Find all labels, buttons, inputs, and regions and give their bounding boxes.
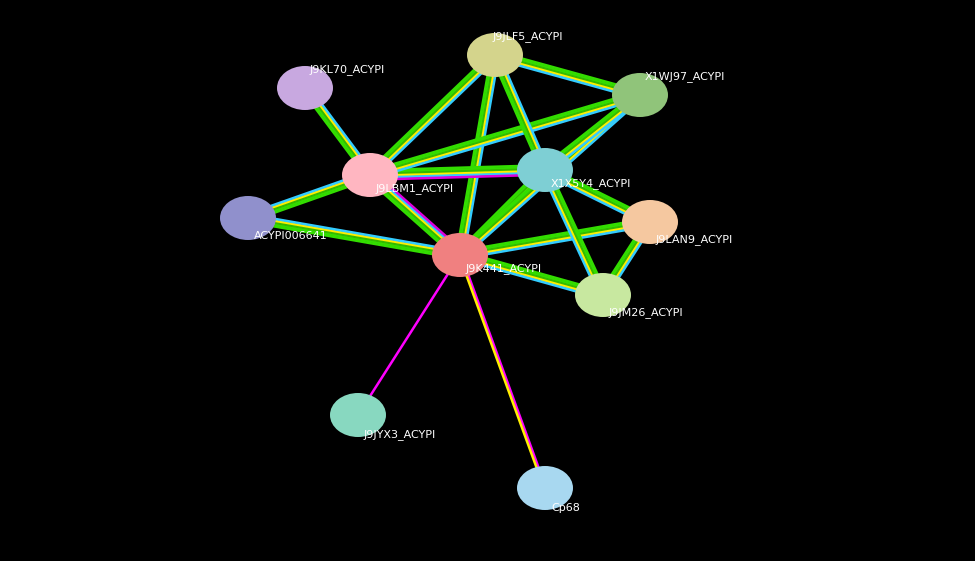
Text: J9K441_ACYPI: J9K441_ACYPI <box>466 264 542 274</box>
Ellipse shape <box>330 393 386 437</box>
Ellipse shape <box>220 196 276 240</box>
Text: X1X5Y4_ACYPI: X1X5Y4_ACYPI <box>551 178 632 190</box>
Text: Cp68: Cp68 <box>551 503 580 513</box>
Text: J9JLF5_ACYPI: J9JLF5_ACYPI <box>493 31 564 43</box>
Ellipse shape <box>342 153 398 197</box>
Text: J9LBM1_ACYPI: J9LBM1_ACYPI <box>376 183 454 195</box>
Ellipse shape <box>517 148 573 192</box>
Text: J9JYX3_ACYPI: J9JYX3_ACYPI <box>364 430 436 440</box>
Text: J9JM26_ACYPI: J9JM26_ACYPI <box>609 307 683 319</box>
Ellipse shape <box>517 466 573 510</box>
Ellipse shape <box>277 66 333 110</box>
Text: ACYPI006641: ACYPI006641 <box>254 231 328 241</box>
Ellipse shape <box>432 233 488 277</box>
Ellipse shape <box>575 273 631 317</box>
Text: J9LAN9_ACYPI: J9LAN9_ACYPI <box>656 234 733 246</box>
Ellipse shape <box>622 200 678 244</box>
Text: J9KL70_ACYPI: J9KL70_ACYPI <box>310 65 385 75</box>
Text: X1WJ97_ACYPI: X1WJ97_ACYPI <box>645 72 725 82</box>
Ellipse shape <box>467 33 523 77</box>
Ellipse shape <box>612 73 668 117</box>
